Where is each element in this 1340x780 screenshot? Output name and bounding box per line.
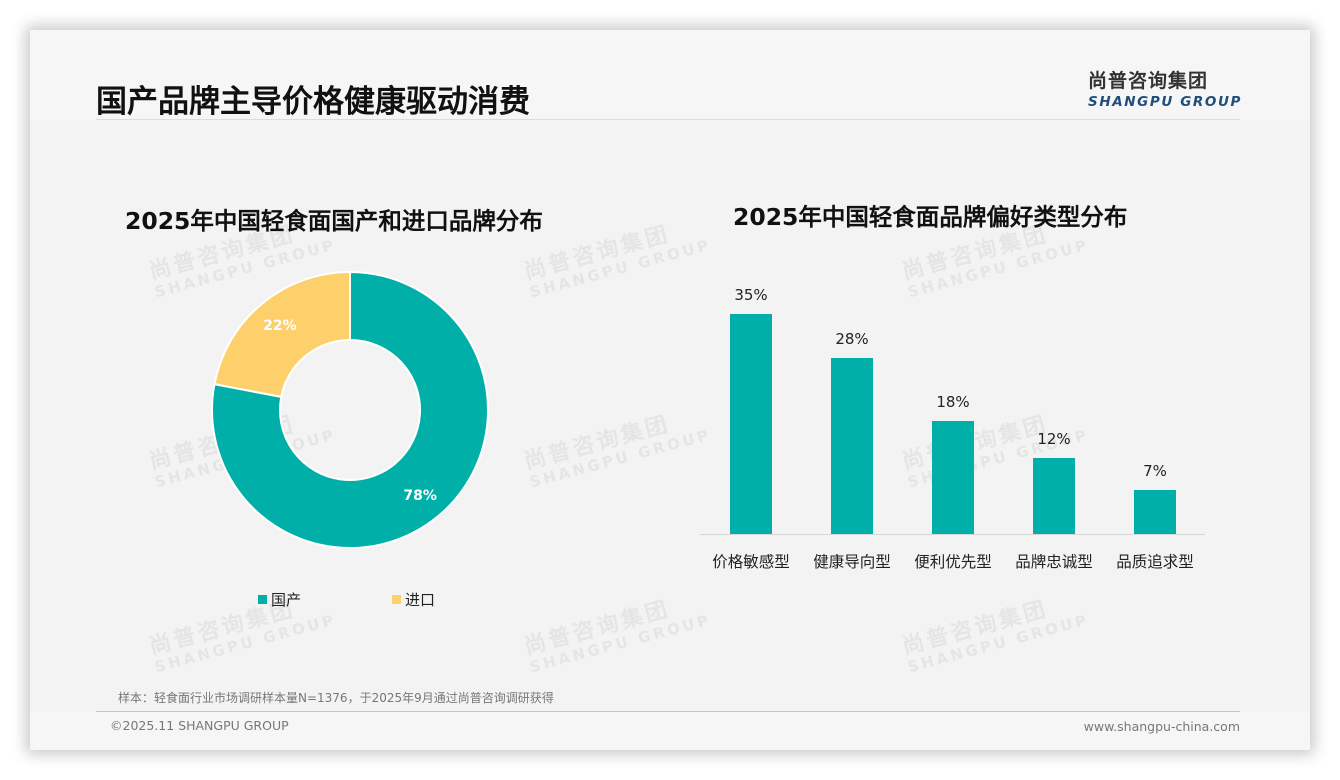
footer-band <box>30 712 1310 750</box>
donut-chart-title: 2025年中国轻食面国产和进口品牌分布 <box>125 207 543 235</box>
legend-item-domestic: 国产 <box>258 589 301 610</box>
bar-value-label: 35% <box>734 285 768 304</box>
footer-divider <box>96 711 1240 712</box>
title-divider <box>96 119 1240 120</box>
donut-slice-1 <box>213 270 351 399</box>
legend-swatch-icon <box>392 595 401 604</box>
copyright-text: ©2025.11 SHANGPU GROUP <box>110 718 289 733</box>
bar <box>1033 458 1075 534</box>
website-link[interactable]: www.shangpu-china.com <box>1083 719 1240 734</box>
logo-cn-text: 尚普咨询集团 <box>1088 70 1209 92</box>
legend-swatch-icon <box>258 595 267 604</box>
bar <box>831 357 873 534</box>
bar-chart-title: 2025年中国轻食面品牌偏好类型分布 <box>733 203 1128 231</box>
bar-value-label: 18% <box>936 392 970 411</box>
sample-footnote: 样本：轻食面行业市场调研样本量N=1376，于2025年9月通过尚普咨询调研获得 <box>118 691 554 705</box>
donut-slice-label: 78% <box>403 488 437 504</box>
bar <box>1134 489 1176 534</box>
header-band <box>30 30 1310 120</box>
bar-category-label: 便利优先型 <box>914 553 992 571</box>
bar-category-label: 品质追求型 <box>1116 553 1194 571</box>
bar-category-label: 品牌忠诚型 <box>1015 553 1093 571</box>
bar-value-label: 7% <box>1143 461 1167 480</box>
bar <box>932 420 974 534</box>
donut-chart: 78% 22% <box>211 270 489 549</box>
bar <box>730 313 772 534</box>
legend-label: 国产 <box>271 591 302 609</box>
page-title: 国产品牌主导价格健康驱动消费 <box>96 84 530 120</box>
donut-slice-label: 22% <box>263 318 297 334</box>
legend-label: 进口 <box>405 591 436 609</box>
bar-value-label: 12% <box>1037 430 1071 449</box>
bar-x-axis <box>700 534 1205 535</box>
slide: 尚普咨询集团 SHANGPU GROUP 尚普咨询集团 SHANGPU GROUP 尚普… <box>30 30 1310 750</box>
bar-value-label: 28% <box>835 329 869 348</box>
donut-slice-0 <box>211 270 489 549</box>
logo-en-text: SHANGPU GROUP <box>1088 94 1243 110</box>
brand-logo: 尚普咨询集团 SHANGPU GROUP <box>1088 66 1240 110</box>
legend-item-imported: 进口 <box>392 589 435 610</box>
bar-category-label: 价格敏感型 <box>712 553 790 571</box>
bar-category-label: 健康导向型 <box>813 553 891 571</box>
